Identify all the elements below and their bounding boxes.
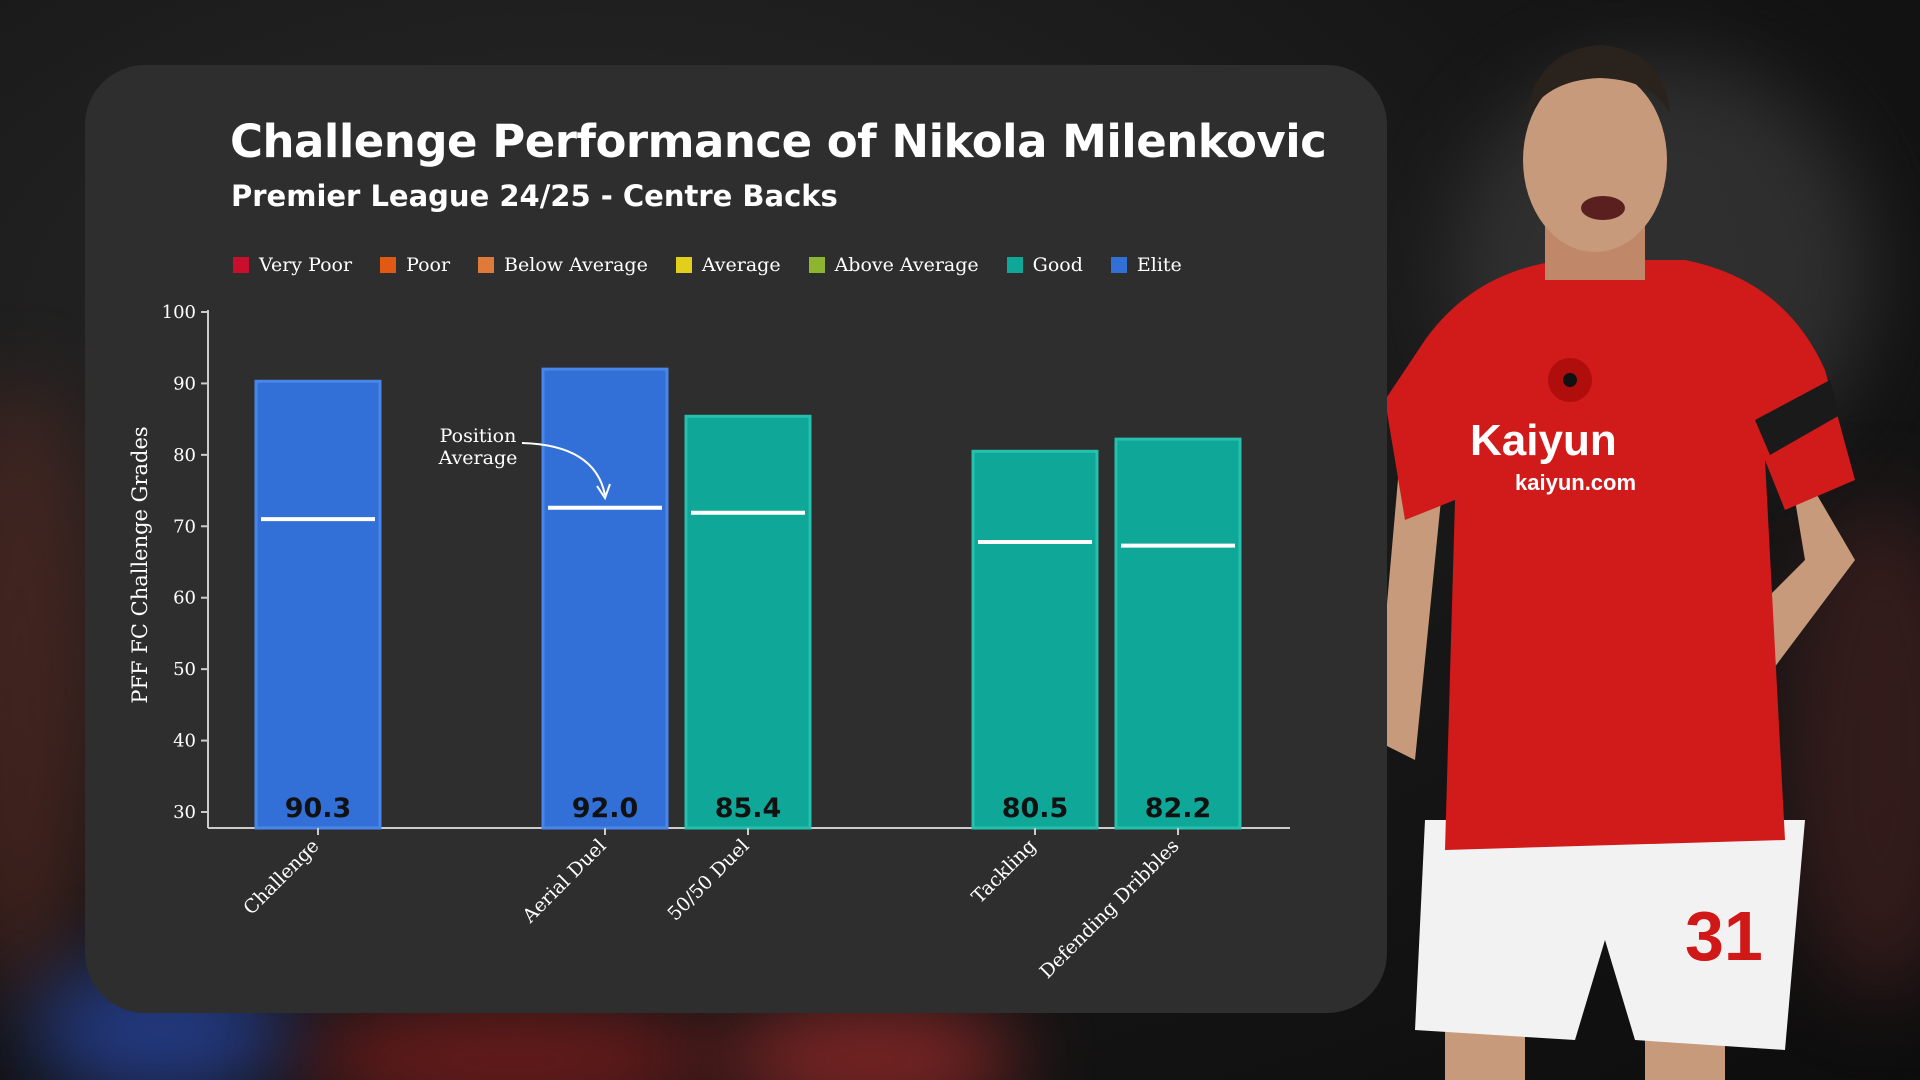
legend-swatch	[478, 257, 495, 273]
legend-label: Below Average	[504, 254, 648, 276]
legend-label: Elite	[1136, 254, 1182, 276]
x-tick-label: Aerial Duel	[518, 835, 611, 928]
chart-subtitle: Premier League 24/25 - Centre Backs	[231, 179, 838, 213]
legend-swatch	[233, 257, 249, 273]
bar-chart: 30 40 50 60 70 80 90 100 PFF FC Challenge Grades…	[128, 302, 1290, 983]
legend-item-poor: Poor	[380, 254, 450, 276]
legend-item-average: Average	[675, 254, 781, 276]
y-tick-label: 60	[173, 588, 196, 609]
svg-text:kaiyun.com: kaiyun.com	[1515, 470, 1636, 495]
legend-swatch	[1110, 257, 1127, 273]
player-photo: 31 Kaiyun kaiyun.com	[1385, 45, 1855, 1080]
legend-swatch	[1006, 257, 1023, 273]
legend-item-very-poor: Very Poor	[233, 254, 352, 276]
x-tick-label: Tackling	[968, 835, 1041, 908]
bar	[541, 367, 669, 830]
annotation-arrowhead	[596, 483, 611, 501]
bar-value-label: 80.5	[1002, 793, 1069, 824]
annotation-position-average: Position	[440, 425, 517, 447]
svg-text:Kaiyun: Kaiyun	[1470, 416, 1617, 465]
legend-label: Very Poor	[259, 254, 353, 276]
annotation-position-average: Average	[438, 447, 518, 469]
x-tick-label: Defending Dribbles	[1035, 835, 1183, 983]
x-tick-label: Challenge	[239, 835, 323, 919]
legend-label: Good	[1032, 254, 1083, 276]
bar	[971, 449, 1099, 830]
legend-swatch	[675, 257, 692, 273]
bar	[254, 379, 382, 830]
y-tick-label: 80	[173, 445, 196, 466]
bar-value-label: 85.4	[715, 793, 782, 824]
bar	[1114, 437, 1242, 830]
legend-swatch	[380, 257, 397, 273]
y-tick-label: 100	[162, 302, 196, 323]
chart-legend: Very Poor Poor Below Average Average Abo…	[233, 250, 1210, 280]
legend-label: Average	[701, 254, 781, 276]
y-axis-label: PFF FC Challenge Grades	[128, 426, 152, 703]
annotation-arrow	[521, 442, 606, 496]
legend-item-good: Good	[1006, 254, 1083, 276]
bar-value-label: 90.3	[285, 793, 352, 824]
legend-item-elite: Elite	[1110, 254, 1182, 276]
legend-swatch	[808, 257, 825, 273]
bar	[684, 414, 812, 830]
y-tick-label: 40	[173, 731, 196, 752]
legend-item-above-average: Above Average	[808, 254, 979, 276]
y-tick-label: 50	[173, 659, 196, 680]
y-tick-label: 90	[173, 373, 196, 394]
chart-title: Challenge Performance of Nikola Milenkov…	[230, 115, 1327, 168]
y-tick-label: 30	[173, 802, 196, 823]
chart-card: Challenge Performance of Nikola Milenkov…	[85, 65, 1387, 1013]
legend-item-below-average: Below Average	[478, 254, 648, 276]
svg-text:31: 31	[1685, 897, 1763, 975]
legend-label: Poor	[406, 254, 451, 276]
legend-label: Above Average	[834, 254, 979, 276]
y-tick-label: 70	[173, 516, 196, 537]
x-tick-label: 50/50 Duel	[663, 835, 753, 925]
bar-value-label: 82.2	[1145, 793, 1212, 824]
bar-value-label: 92.0	[572, 793, 639, 824]
